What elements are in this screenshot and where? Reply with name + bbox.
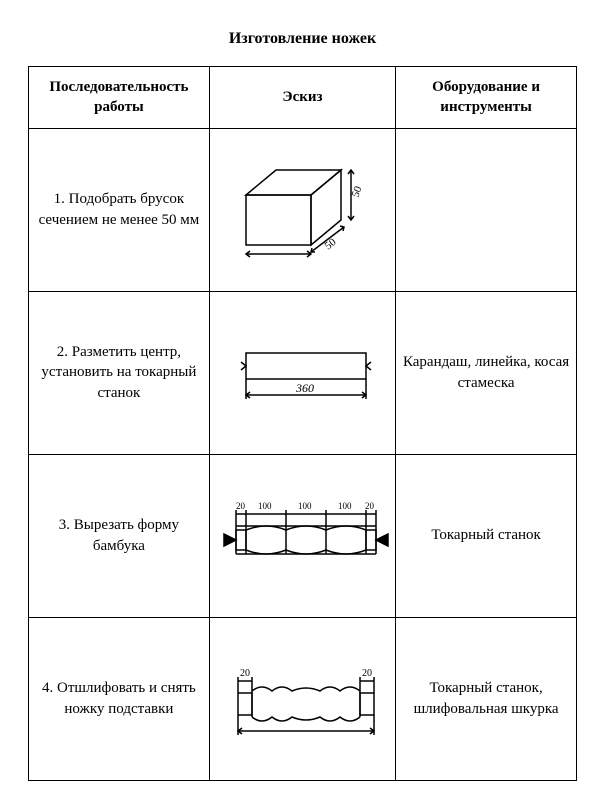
dim-label: 20 xyxy=(362,668,372,679)
page-title: Изготовление ножек xyxy=(28,30,577,48)
table-row: 4. Отшлифовать и снять ножку подставки xyxy=(29,617,577,780)
step-cell: 4. Отшлифовать и снять ножку подставки xyxy=(29,617,210,780)
sketch-box3d: 50 50 xyxy=(216,150,396,270)
table-row: 2. Разметить центр, установить на токарн… xyxy=(29,291,577,454)
dim-label: 20 xyxy=(236,501,246,511)
table-header-row: Последовательность работы Эскиз Оборудов… xyxy=(29,67,577,129)
col-header-tools: Оборудование и инструменты xyxy=(396,67,577,129)
process-table: Последовательность работы Эскиз Оборудов… xyxy=(28,66,577,781)
dim-label: 50 xyxy=(322,235,338,252)
tools-cell: Токарный станок, шлифовальная шкурка xyxy=(396,617,577,780)
tools-cell xyxy=(396,128,577,291)
sketch-cell: 20 100 100 100 20 xyxy=(209,454,395,617)
table-row: 3. Вырезать форму бамбука xyxy=(29,454,577,617)
tools-cell: Карандаш, линейка, косая стамеска xyxy=(396,291,577,454)
col-header-sketch: Эскиз xyxy=(209,67,395,129)
dim-label: 100 xyxy=(258,501,272,511)
step-cell: 3. Вырезать форму бамбука xyxy=(29,454,210,617)
dim-label: 20 xyxy=(365,501,375,511)
col-header-sequence: Последовательность работы xyxy=(29,67,210,129)
sketch-bamboo: 20 100 100 100 20 xyxy=(216,476,396,596)
sketch-cell: 50 50 xyxy=(209,128,395,291)
step-cell: 1. Подобрать брусок сечением не менее 50… xyxy=(29,128,210,291)
sketch-cell: 20 20 xyxy=(209,617,395,780)
step-cell: 2. Разметить центр, установить на токарн… xyxy=(29,291,210,454)
dim-label: 20 xyxy=(240,668,250,679)
sketch-blank-bar: 360 xyxy=(216,313,396,433)
dim-label: 50 xyxy=(349,184,364,199)
sketch-finished-leg: 20 20 xyxy=(216,639,396,759)
dim-label: 100 xyxy=(298,501,312,511)
dim-label: 360 xyxy=(295,381,314,395)
table-row: 1. Подобрать брусок сечением не менее 50… xyxy=(29,128,577,291)
tools-cell: Токарный станок xyxy=(396,454,577,617)
page: Изготовление ножек Последовательность ра… xyxy=(0,0,605,800)
dim-label: 100 xyxy=(338,501,352,511)
sketch-cell: 360 xyxy=(209,291,395,454)
